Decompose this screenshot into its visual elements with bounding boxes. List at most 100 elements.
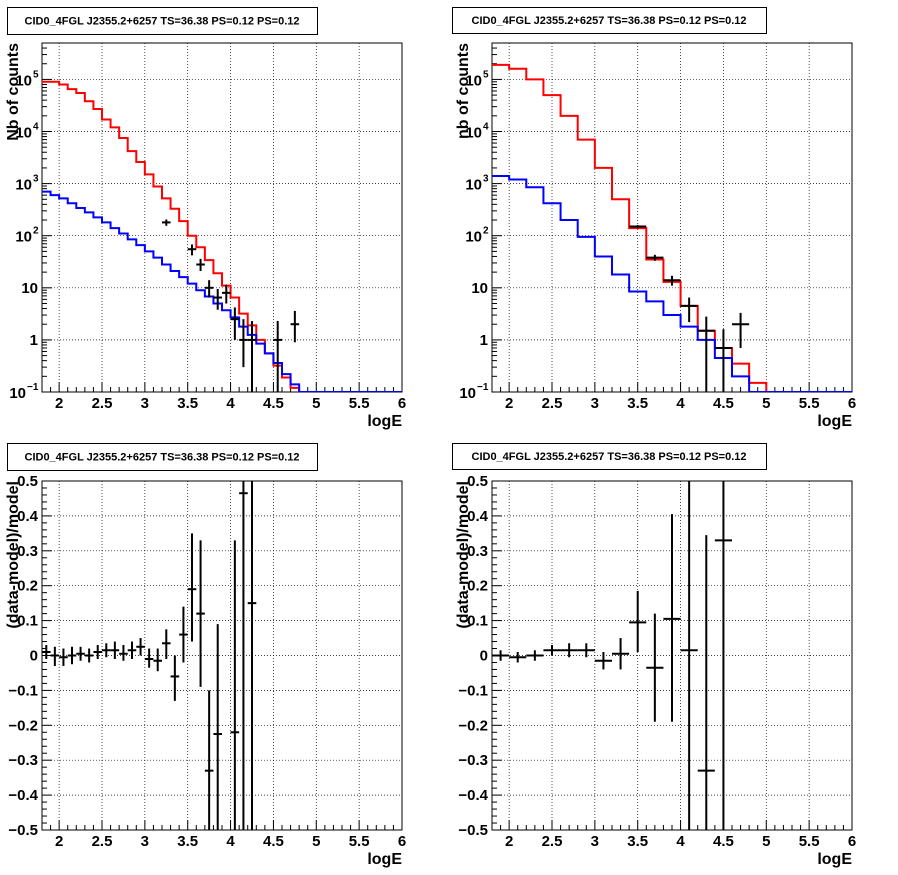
x-tick-label: 2: [55, 833, 63, 850]
x-tick-label: 3: [141, 395, 149, 412]
data-point: [594, 652, 612, 670]
x-tick-label: 2: [505, 833, 513, 850]
y-tick-label: −0.3: [458, 752, 488, 769]
x-tick-label: 4.5: [263, 833, 284, 850]
chart-panel-4: CID0_4FGL J2355.2+6257 TS=36.38 PS=0.12 …: [452, 443, 856, 868]
x-axis-title: logE: [367, 851, 402, 868]
x-tick-label: 4: [676, 833, 685, 850]
y-tick-exponent: 5: [483, 69, 489, 80]
data-point: [239, 481, 248, 830]
data-point: [84, 648, 94, 663]
chart-title: CID0_4FGL J2355.2+6257 TS=36.38 PS=0.12 …: [472, 451, 747, 463]
data-point: [629, 225, 647, 229]
y-tick-label: −0.4: [8, 787, 38, 804]
y-tick-label: −0.1: [458, 682, 488, 699]
y-tick-exponent: −1: [27, 382, 39, 393]
data-point: [204, 280, 214, 298]
y-tick-label: 10: [465, 125, 482, 142]
data-point: [629, 590, 647, 653]
chart-panel-1: CID0_4FGL J2355.2+6257 TS=36.38 PS=0.12 …: [5, 7, 406, 430]
data-point: [509, 652, 527, 663]
y-axis-title: nb of counts: [455, 43, 472, 139]
data-point: [646, 613, 664, 722]
y-tick-exponent: 3: [483, 174, 489, 185]
y-tick-label: 10: [15, 229, 32, 246]
y-tick-label: 1: [30, 332, 38, 349]
data-point: [213, 288, 222, 310]
x-tick-label: 5: [762, 833, 770, 850]
data-point: [697, 316, 715, 392]
y-tick-label: 0: [30, 648, 38, 665]
y-tick-label: 1: [480, 332, 488, 349]
data-point: [663, 514, 681, 722]
data-point: [144, 648, 154, 668]
data-point: [93, 645, 102, 659]
data-point: [526, 650, 544, 661]
y-tick-label: 10: [15, 72, 32, 89]
y-axis-title: Nb of counts: [5, 43, 22, 141]
x-tick-label: 5.5: [799, 833, 820, 850]
histogram-series-red: [42, 80, 402, 392]
y-tick-label: 0.1: [467, 613, 488, 630]
data-point: [213, 624, 222, 830]
y-tick-label: −0.5: [8, 822, 38, 839]
y-tick-label: 0.3: [17, 543, 38, 560]
y-tick-label: 10: [465, 229, 482, 246]
x-tick-label: 2.5: [542, 395, 563, 412]
data-point: [239, 319, 248, 368]
data-point: [492, 650, 510, 661]
data-point: [179, 606, 188, 663]
x-tick-label: 2.5: [542, 833, 563, 850]
data-point: [162, 629, 171, 659]
x-tick-label: 4: [226, 395, 235, 412]
data-point: [42, 645, 51, 659]
y-tick-exponent: 3: [33, 174, 39, 185]
data-point: [76, 646, 85, 661]
x-tick-label: 3.5: [627, 395, 648, 412]
y-tick-exponent: 2: [483, 226, 489, 237]
title-box: [7, 7, 318, 35]
x-tick-label: 5: [312, 395, 320, 412]
data-point: [196, 258, 205, 272]
y-tick-label: −0.3: [8, 752, 38, 769]
y-tick-label: 0.2: [467, 578, 488, 595]
data-point: [680, 481, 698, 830]
title-box: [7, 443, 318, 471]
data-point: [560, 643, 578, 658]
x-axis-title: logE: [817, 851, 852, 868]
x-tick-label: 4.5: [263, 395, 284, 412]
x-tick-label: 6: [398, 395, 406, 412]
y-tick-label: 0.1: [17, 613, 38, 630]
x-tick-label: 2.5: [92, 833, 113, 850]
data-point: [50, 646, 60, 666]
chart-title: CID0_4FGL J2355.2+6257 TS=36.38 PS=0.12 …: [25, 452, 300, 464]
data-layer: [492, 481, 732, 830]
data-layer: [42, 80, 402, 392]
data-point: [67, 646, 77, 665]
data-point: [732, 312, 750, 348]
x-tick-label: 3.5: [177, 395, 198, 412]
y-tick-label: 10: [459, 385, 476, 402]
x-tick-label: 3.5: [177, 833, 198, 850]
y-tick-label: −0.4: [458, 787, 488, 804]
y-tick-exponent: 5: [33, 69, 39, 80]
data-point: [230, 307, 240, 340]
x-tick-label: 5.5: [799, 395, 820, 412]
x-tick-label: 3: [141, 833, 149, 850]
data-point: [110, 641, 120, 659]
y-tick-label: 0.3: [467, 543, 488, 560]
y-tick-exponent: −1: [477, 382, 489, 393]
data-point: [697, 535, 715, 830]
data-point: [204, 690, 214, 830]
x-tick-label: 2: [55, 395, 63, 412]
y-tick-label: 10: [471, 280, 488, 297]
histogram-series-red: [492, 63, 852, 392]
y-tick-label: 0.4: [467, 508, 489, 525]
x-tick-label: 6: [398, 833, 406, 850]
title-box: [452, 443, 767, 470]
y-tick-label: 0.4: [17, 508, 39, 525]
y-tick-exponent: 4: [33, 122, 39, 133]
x-tick-label: 3: [591, 833, 599, 850]
data-point: [162, 219, 171, 226]
